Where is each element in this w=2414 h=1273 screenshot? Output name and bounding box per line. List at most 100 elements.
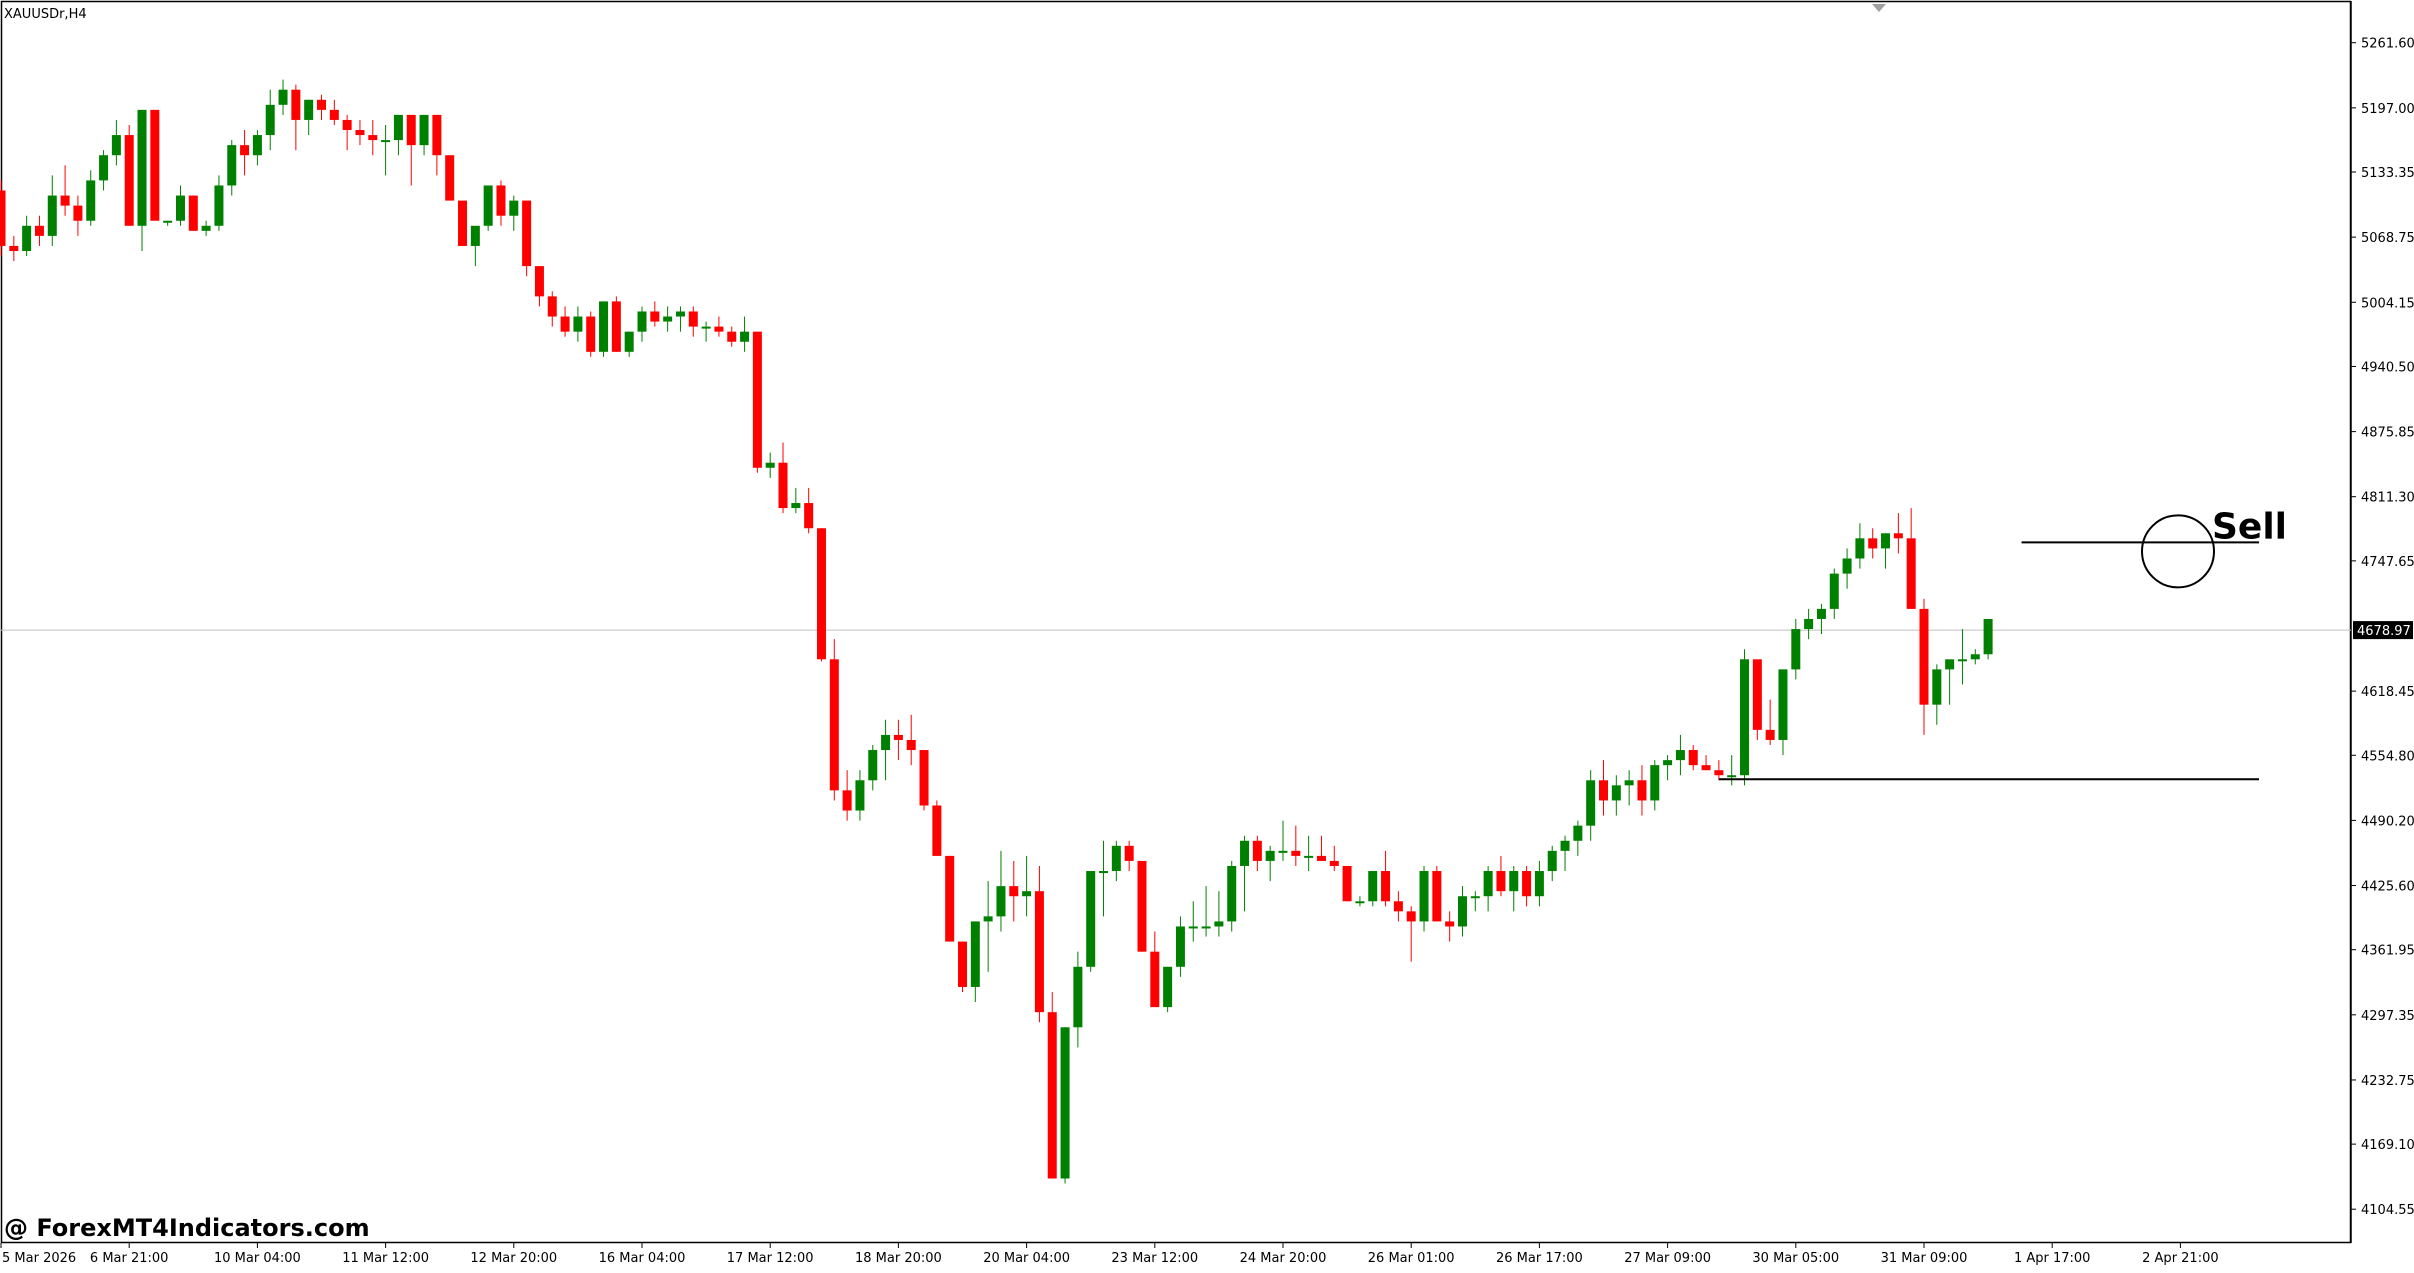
candle[interactable]: [881, 719, 891, 781]
candle[interactable]: [1714, 760, 1724, 781]
candle[interactable]: [1201, 886, 1211, 937]
candle[interactable]: [983, 881, 993, 972]
candle[interactable]: [1829, 568, 1839, 619]
candle[interactable]: [688, 306, 698, 337]
candle[interactable]: [150, 109, 160, 221]
candle[interactable]: [1650, 760, 1660, 811]
candle[interactable]: [1316, 835, 1326, 861]
candle[interactable]: [1086, 871, 1096, 972]
candle[interactable]: [1240, 835, 1250, 912]
candle[interactable]: [1740, 649, 1750, 786]
candle[interactable]: [675, 306, 685, 332]
candle[interactable]: [1881, 533, 1891, 569]
candle[interactable]: [906, 714, 916, 766]
candle[interactable]: [0, 180, 6, 257]
candle[interactable]: [663, 306, 673, 332]
candle[interactable]: [1765, 699, 1775, 745]
candle[interactable]: [496, 180, 506, 226]
candle[interactable]: [393, 114, 403, 156]
candle[interactable]: [868, 744, 878, 791]
candle[interactable]: [1855, 523, 1865, 569]
candle[interactable]: [1163, 966, 1173, 1013]
candle[interactable]: [919, 750, 929, 811]
candle[interactable]: [1393, 891, 1403, 922]
candle[interactable]: [1701, 755, 1711, 771]
candle[interactable]: [1099, 840, 1109, 917]
candle[interactable]: [214, 175, 224, 231]
candle[interactable]: [1586, 770, 1596, 841]
candle[interactable]: [1060, 1027, 1070, 1184]
candle[interactable]: [1842, 548, 1852, 589]
candle[interactable]: [509, 195, 519, 231]
candle[interactable]: [278, 79, 288, 115]
candle[interactable]: [201, 220, 211, 236]
candle[interactable]: [1022, 855, 1032, 917]
candle[interactable]: [1355, 896, 1365, 907]
candle[interactable]: [124, 124, 134, 226]
candle[interactable]: [1727, 755, 1737, 786]
candle[interactable]: [1278, 820, 1288, 861]
candle[interactable]: [265, 89, 275, 151]
candle[interactable]: [1983, 618, 1993, 660]
candle[interactable]: [1560, 835, 1570, 872]
candle[interactable]: [137, 109, 147, 251]
candle[interactable]: [650, 301, 660, 327]
candle[interactable]: [637, 306, 647, 342]
candle[interactable]: [1522, 865, 1532, 907]
candle[interactable]: [1124, 840, 1134, 872]
candle[interactable]: [958, 941, 967, 992]
candle[interactable]: [419, 114, 429, 156]
candle[interactable]: [329, 99, 339, 125]
candle[interactable]: [1457, 886, 1467, 937]
candle[interactable]: [1419, 865, 1429, 932]
candle[interactable]: [291, 84, 301, 151]
candle[interactable]: [1137, 860, 1147, 952]
candle[interactable]: [1778, 669, 1788, 756]
candle[interactable]: [470, 225, 480, 267]
candle[interactable]: [791, 487, 801, 514]
candle[interactable]: [1432, 865, 1442, 922]
candle[interactable]: [1445, 911, 1455, 942]
candle[interactable]: [1573, 820, 1583, 856]
candle[interactable]: [1804, 608, 1814, 640]
candle[interactable]: [804, 487, 814, 534]
candle[interactable]: [1304, 835, 1314, 872]
candle[interactable]: [99, 150, 109, 191]
candle[interactable]: [1675, 734, 1685, 776]
candle[interactable]: [1868, 528, 1878, 559]
candle[interactable]: [34, 215, 44, 246]
candle[interactable]: [1945, 659, 1955, 705]
candle[interactable]: [586, 311, 596, 357]
candle[interactable]: [1509, 865, 1519, 912]
candle[interactable]: [752, 331, 762, 473]
candle[interactable]: [893, 719, 903, 761]
candle[interactable]: [611, 296, 621, 352]
candle[interactable]: [483, 185, 493, 231]
candle[interactable]: [1329, 845, 1339, 872]
sell-circle-marker[interactable]: [2141, 514, 2215, 589]
candle[interactable]: [1073, 951, 1083, 1048]
candle[interactable]: [855, 770, 865, 821]
candle[interactable]: [560, 306, 570, 337]
candle[interactable]: [996, 850, 1006, 932]
candle[interactable]: [342, 114, 352, 151]
candle[interactable]: [432, 114, 442, 176]
candle[interactable]: [1611, 775, 1621, 816]
candle[interactable]: [1381, 850, 1391, 907]
candle[interactable]: [227, 140, 237, 196]
candle[interactable]: [111, 119, 121, 166]
candle[interactable]: [1291, 825, 1301, 866]
candle[interactable]: [1150, 931, 1160, 1008]
chart-shift-marker[interactable]: [1872, 4, 1886, 12]
candle[interactable]: [970, 921, 980, 1003]
candle[interactable]: [1688, 744, 1698, 771]
candle[interactable]: [1816, 603, 1826, 635]
candle[interactable]: [1637, 765, 1647, 816]
candle[interactable]: [945, 855, 955, 942]
candle[interactable]: [1624, 770, 1634, 806]
candle[interactable]: [86, 170, 96, 226]
candle[interactable]: [22, 215, 32, 257]
candle[interactable]: [1175, 916, 1185, 977]
